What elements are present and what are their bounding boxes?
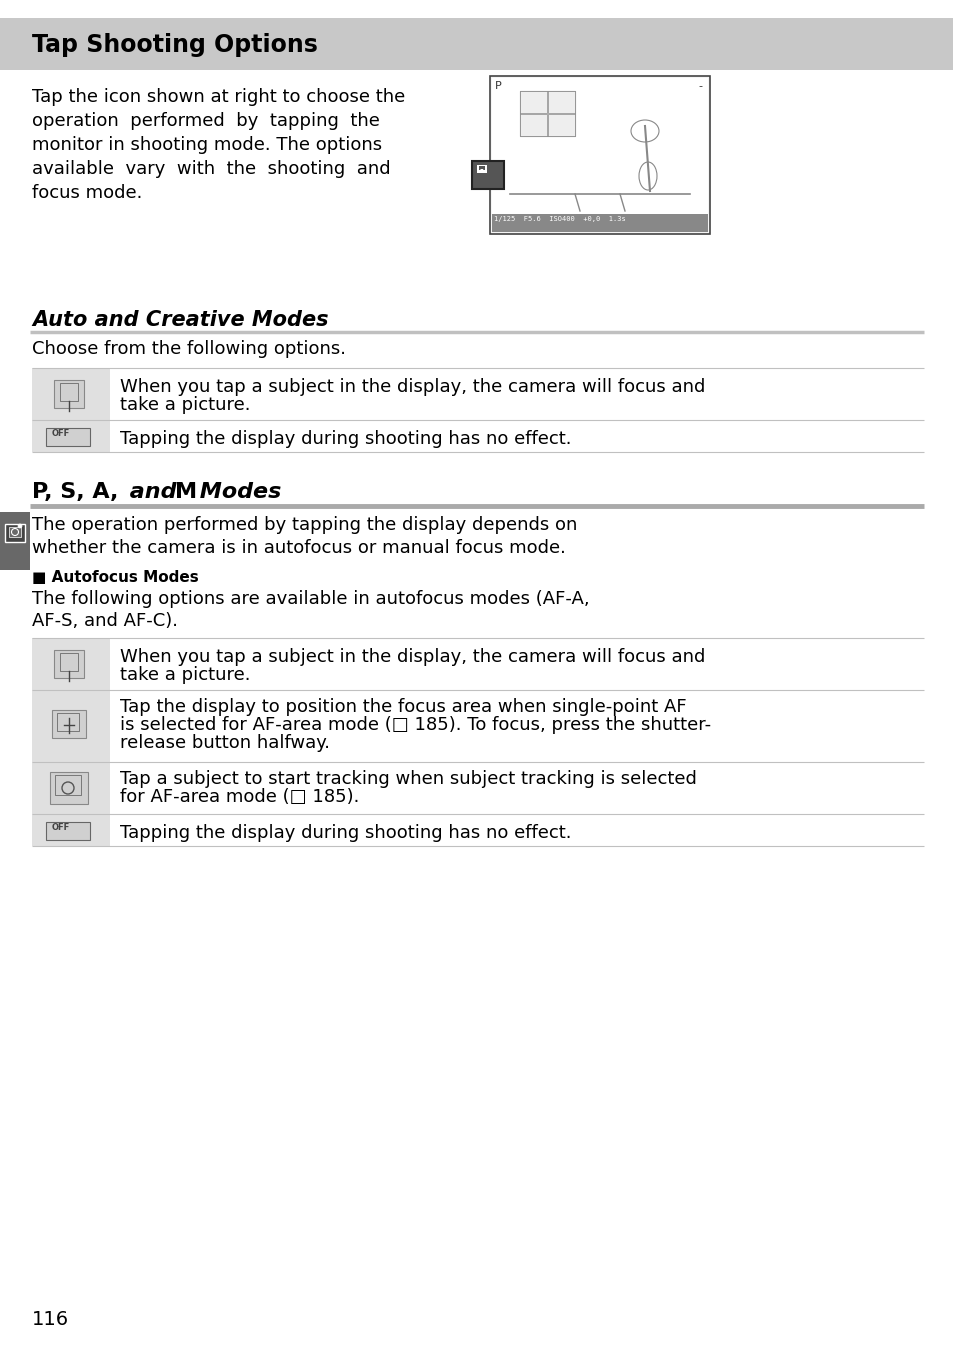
Text: ■ Autofocus Modes: ■ Autofocus Modes — [32, 570, 198, 585]
Bar — [46, 822, 90, 841]
Circle shape — [18, 525, 22, 529]
Bar — [490, 77, 709, 234]
Text: ▪: ▪ — [479, 167, 483, 172]
Bar — [547, 91, 575, 113]
Text: When you tap a subject in the display, the camera will focus and: When you tap a subject in the display, t… — [120, 378, 704, 395]
Text: P: P — [495, 81, 501, 91]
Text: and: and — [122, 482, 184, 502]
Bar — [519, 91, 575, 136]
Text: P, S, A,: P, S, A, — [32, 482, 118, 502]
Text: whether the camera is in autofocus or manual focus mode.: whether the camera is in autofocus or ma… — [32, 539, 565, 557]
Bar — [54, 381, 84, 408]
Text: OFF: OFF — [52, 429, 71, 438]
Text: The operation performed by tapping the display depends on: The operation performed by tapping the d… — [32, 516, 577, 534]
Text: AF-S, and AF-C).: AF-S, and AF-C). — [32, 612, 178, 629]
Bar — [478, 165, 484, 169]
Text: take a picture.: take a picture. — [120, 666, 251, 685]
Bar — [519, 91, 546, 113]
Bar — [60, 383, 78, 401]
Text: Choose from the following options.: Choose from the following options. — [32, 340, 346, 358]
Bar — [32, 638, 110, 690]
Bar — [519, 114, 546, 136]
Text: available  vary  with  the  shooting  and: available vary with the shooting and — [32, 160, 390, 178]
Bar — [54, 650, 84, 678]
Bar — [60, 654, 78, 671]
Text: monitor in shooting mode. The options: monitor in shooting mode. The options — [32, 136, 382, 153]
Bar — [472, 161, 503, 190]
Text: focus mode.: focus mode. — [32, 184, 142, 202]
Text: Tap a subject to start tracking when subject tracking is selected: Tap a subject to start tracking when sub… — [120, 769, 696, 788]
Bar — [476, 165, 486, 174]
Bar — [52, 710, 86, 738]
Bar — [547, 114, 575, 136]
Text: 116: 116 — [32, 1310, 69, 1329]
Text: -: - — [698, 81, 701, 91]
Text: is selected for AF-area mode (□ 185). To focus, press the shutter-: is selected for AF-area mode (□ 185). To… — [120, 716, 710, 734]
Bar — [492, 214, 707, 231]
Bar — [55, 775, 81, 795]
Bar — [32, 420, 110, 452]
Text: 1/125  F5.6  ISO400  +0,0  1.3s: 1/125 F5.6 ISO400 +0,0 1.3s — [494, 217, 625, 222]
Bar — [57, 713, 79, 730]
Text: take a picture.: take a picture. — [120, 395, 251, 414]
Text: Tap Shooting Options: Tap Shooting Options — [32, 34, 317, 56]
Bar — [32, 690, 110, 763]
Bar — [32, 369, 110, 420]
Text: When you tap a subject in the display, the camera will focus and: When you tap a subject in the display, t… — [120, 648, 704, 666]
Bar — [32, 814, 110, 846]
Bar — [50, 772, 88, 804]
Text: Tapping the display during shooting has no effect.: Tapping the display during shooting has … — [120, 824, 571, 842]
Bar — [32, 763, 110, 814]
Text: release button halfway.: release button halfway. — [120, 734, 330, 752]
Bar — [5, 525, 25, 542]
Bar — [9, 527, 21, 537]
Text: The following options are available in autofocus modes (AF-A,: The following options are available in a… — [32, 590, 589, 608]
Bar — [0, 512, 30, 570]
Text: for AF-area mode (□ 185).: for AF-area mode (□ 185). — [120, 788, 359, 806]
Text: OFF: OFF — [52, 823, 71, 833]
Text: Tap the display to position the focus area when single-point AF: Tap the display to position the focus ar… — [120, 698, 686, 716]
Text: Tap the icon shown at right to choose the: Tap the icon shown at right to choose th… — [32, 87, 405, 106]
Text: M: M — [174, 482, 197, 502]
Text: operation  performed  by  tapping  the: operation performed by tapping the — [32, 112, 379, 130]
Bar — [46, 428, 90, 447]
Text: Auto and Creative Modes: Auto and Creative Modes — [32, 309, 328, 330]
Bar — [0, 17, 953, 70]
Text: Modes: Modes — [192, 482, 281, 502]
Text: Tapping the display during shooting has no effect.: Tapping the display during shooting has … — [120, 430, 571, 448]
Bar — [492, 78, 707, 214]
